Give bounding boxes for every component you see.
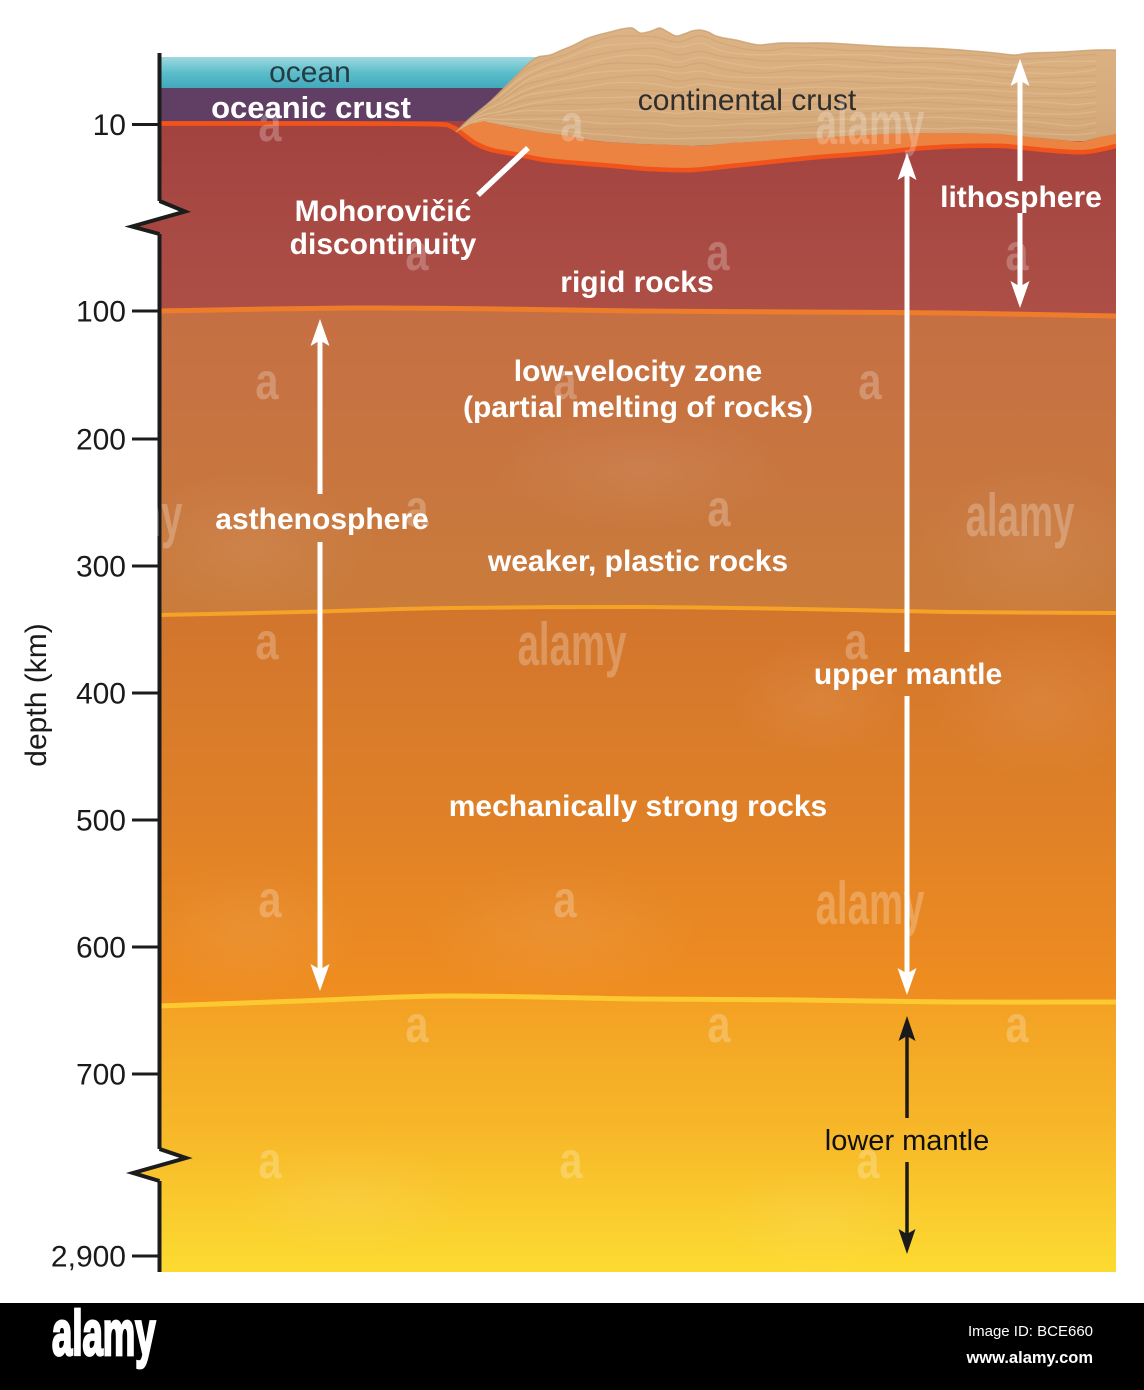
svg-text:a: a [707,479,731,538]
svg-text:lithosphere: lithosphere [940,181,1102,214]
svg-text:a: a [559,1131,583,1190]
svg-text:oceanic crust: oceanic crust [211,90,411,125]
svg-text:10: 10 [93,109,126,142]
svg-text:lower mantle: lower mantle [825,1125,989,1157]
svg-text:mechanically strong rocks: mechanically strong rocks [449,790,828,823]
svg-text:alamy: alamy [816,89,925,157]
svg-text:a: a [405,479,429,538]
svg-text:a: a [844,612,868,671]
svg-text:a: a [560,94,584,153]
svg-text:a: a [405,223,429,282]
svg-text:400: 400 [76,678,126,711]
svg-text:a: a [858,352,882,411]
svg-text:300: 300 [76,551,126,584]
svg-text:upper mantle: upper mantle [814,658,1002,691]
svg-text:alamy: alamy [74,481,183,549]
svg-text:600: 600 [76,932,126,965]
svg-text:a: a [405,995,429,1054]
svg-text:alamy: alamy [518,610,627,678]
svg-text:a: a [707,995,731,1054]
svg-text:a: a [255,352,279,411]
svg-text:500: 500 [76,805,126,838]
svg-text:(partial melting of rocks): (partial melting of rocks) [463,391,813,424]
svg-text:alamy: alamy [52,1299,156,1369]
svg-text:100: 100 [76,296,126,329]
svg-text:depth (km): depth (km) [20,623,53,766]
svg-text:alamy: alamy [816,869,925,937]
svg-text:2,900: 2,900 [51,1241,126,1274]
svg-text:www.alamy.com: www.alamy.com [965,1349,1093,1367]
svg-text:continental crust: continental crust [638,84,857,117]
svg-text:weaker, plastic rocks: weaker, plastic rocks [487,545,788,578]
svg-text:700: 700 [76,1059,126,1092]
svg-text:a: a [1005,995,1029,1054]
svg-text:Image ID: BCE660: Image ID: BCE660 [968,1323,1093,1340]
svg-text:a: a [255,612,279,671]
svg-text:a: a [1005,223,1029,282]
svg-text:alamy: alamy [966,481,1075,549]
svg-text:rigid rocks: rigid rocks [560,266,713,299]
svg-text:discontinuity: discontinuity [290,228,477,261]
svg-text:Mohorovičić: Mohorovičić [295,195,472,228]
svg-text:a: a [258,870,282,929]
svg-text:200: 200 [76,424,126,457]
svg-text:a: a [258,1131,282,1190]
svg-text:a: a [258,94,282,153]
svg-text:ocean: ocean [269,56,351,89]
svg-text:a: a [553,870,577,929]
svg-text:a: a [856,1131,880,1190]
svg-text:asthenosphere: asthenosphere [215,503,428,536]
svg-text:low-velocity zone: low-velocity zone [514,355,762,388]
svg-text:a: a [706,223,730,282]
svg-text:a: a [553,352,577,411]
